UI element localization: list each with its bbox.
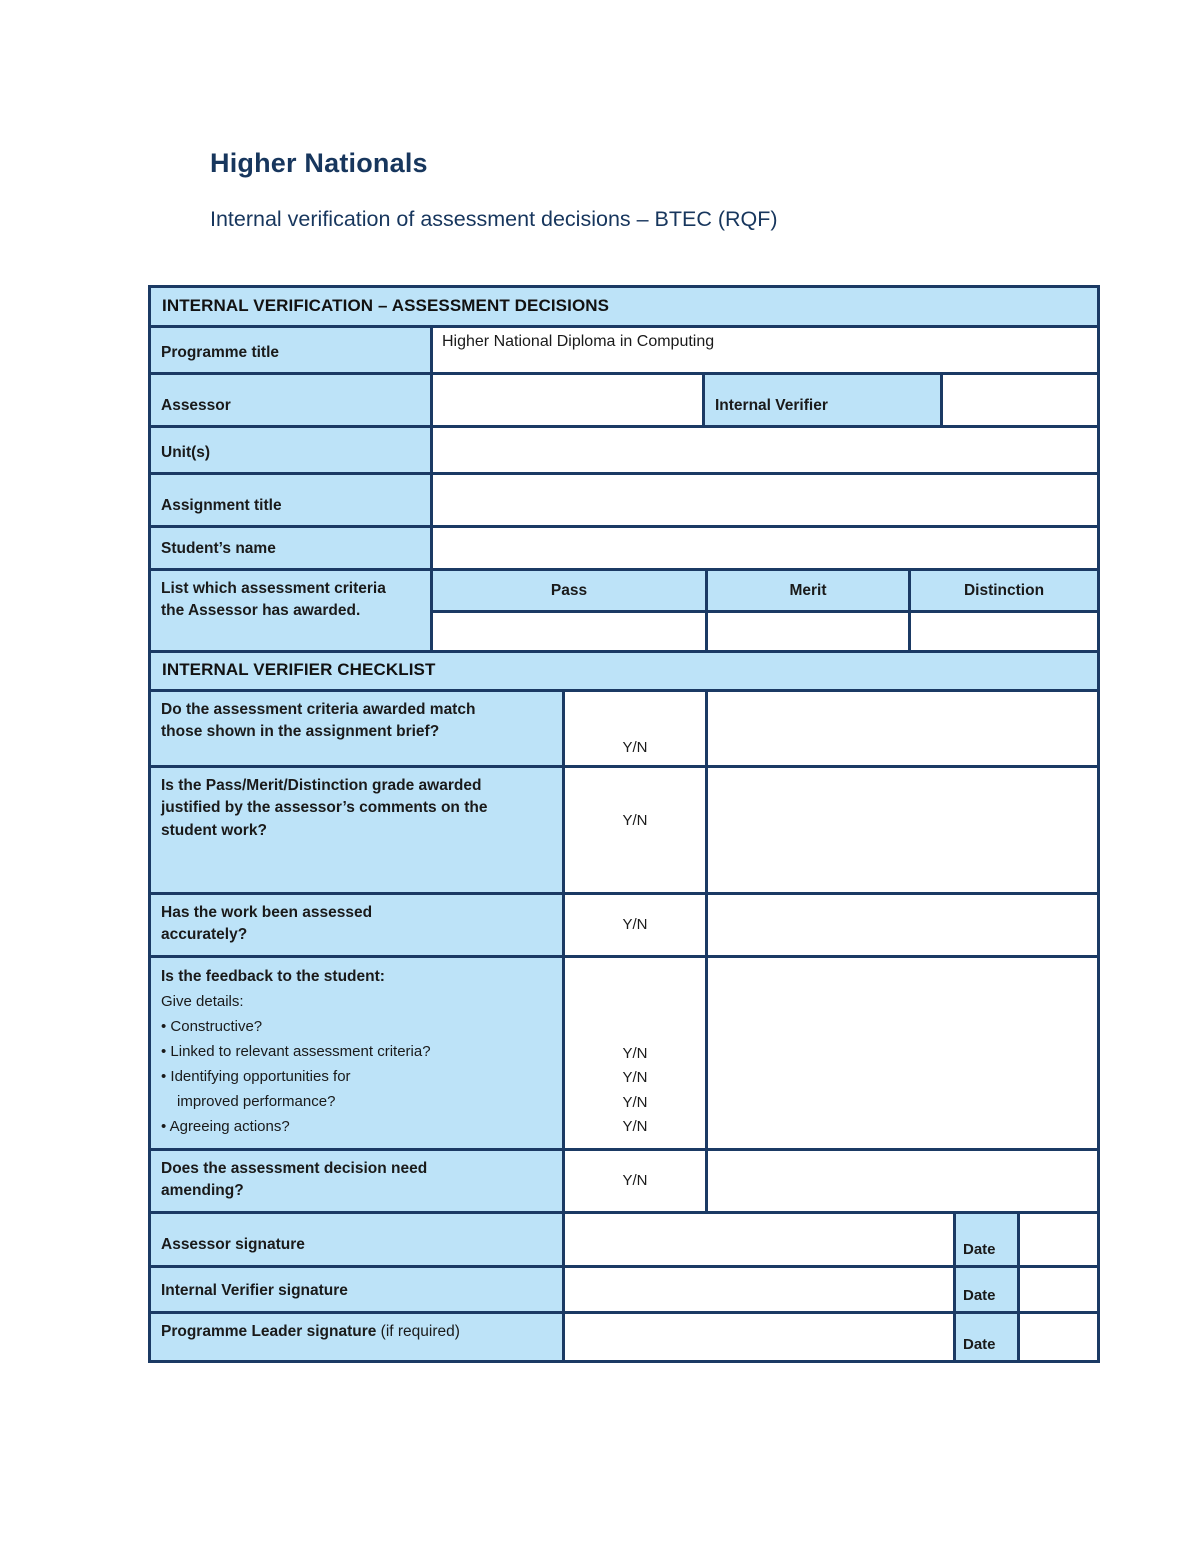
checklist-question-5-text: Does the assessment decision need amendi… xyxy=(161,1159,428,1200)
assessor-signature-row: Assessor signature Date xyxy=(151,1210,1097,1265)
student-name-label: Student’s name xyxy=(151,528,430,568)
assessor-signature-label: Assessor signature xyxy=(151,1213,562,1265)
programme-leader-label-text: Programme Leader signature (if required) xyxy=(161,1321,460,1343)
criteria-label-cell: List which assessment criteria the Asses… xyxy=(151,571,430,650)
merit-header: Merit xyxy=(705,571,908,610)
internal-verifier-input-cell[interactable] xyxy=(940,375,1097,425)
programme-leader-signature-input-cell[interactable] xyxy=(562,1313,953,1360)
criteria-header-subrow: Pass Merit Distinction xyxy=(433,571,1097,610)
units-row: Unit(s) xyxy=(151,425,1097,472)
feedback-bullet-3: • Identifying opportunities for xyxy=(161,1067,351,1085)
checklist-comment-4[interactable] xyxy=(705,957,1097,1148)
programme-title-label: Programme title xyxy=(151,328,430,372)
programme-leader-signature-label: Programme Leader signature (if required) xyxy=(151,1313,562,1360)
internal-verifier-signature-label: Internal Verifier signature xyxy=(151,1267,562,1311)
checklist-question-3-text: Has the work been assessed accurately? xyxy=(161,904,373,944)
feedback-bullet-2: • Linked to relevant assessment criteria… xyxy=(161,1042,431,1060)
criteria-input-subrow xyxy=(433,610,1097,650)
checklist-question-2: Is the Pass/Merit/Distinction grade awar… xyxy=(151,768,562,892)
page-subtitle: Internal verification of assessment deci… xyxy=(210,207,778,231)
assignment-title-row: Assignment title xyxy=(151,472,1097,525)
pass-input-cell[interactable] xyxy=(433,613,705,650)
feedback-bullet-3-cont: improved performance? xyxy=(177,1092,336,1110)
internal-verifier-signature-row: Internal Verifier signature Date xyxy=(151,1264,1097,1311)
programme-leader-label-bold: Programme Leader signature xyxy=(161,1322,377,1340)
checklist-question-4: Is the feedback to the student: Give det… xyxy=(151,957,562,1148)
assessor-label: Assessor xyxy=(151,375,430,425)
checklist-yn-1[interactable]: Y/N xyxy=(562,692,705,765)
checklist-comment-2[interactable] xyxy=(705,768,1097,892)
checklist-question-1-text: Do the assessment criteria awarded match… xyxy=(161,701,476,741)
internal-verifier-label: Internal Verifier xyxy=(702,375,940,425)
distinction-input-cell[interactable] xyxy=(908,613,1097,650)
units-label: Unit(s) xyxy=(151,428,430,472)
assignment-title-input-cell[interactable] xyxy=(430,475,1097,525)
assessor-date-label: Date xyxy=(953,1213,1017,1265)
checklist-question-1: Do the assessment criteria awarded match… xyxy=(151,692,562,765)
assessor-row: Assessor Internal Verifier xyxy=(151,372,1097,425)
checklist-yn-3[interactable]: Y/N xyxy=(562,895,705,955)
pass-header: Pass xyxy=(433,571,705,610)
feedback-give-details: Give details: xyxy=(161,992,244,1010)
units-input-cell[interactable] xyxy=(430,428,1097,472)
programme-leader-signature-row: Programme Leader signature (if required)… xyxy=(151,1310,1097,1360)
checklist-question-3: Has the work been assessed accurately? xyxy=(151,895,562,955)
section2-header-row: INTERNAL VERIFIER CHECKLIST xyxy=(151,650,1097,689)
verification-form-table: INTERNAL VERIFICATION – ASSESSMENT DECIS… xyxy=(148,285,1100,1363)
checklist-comment-3[interactable] xyxy=(705,895,1097,955)
programme-leader-label-suffix: (if required) xyxy=(376,1322,460,1340)
checklist-comment-1[interactable] xyxy=(705,692,1097,765)
internal-verifier-signature-input-cell[interactable] xyxy=(562,1267,953,1311)
checklist-comment-5[interactable] xyxy=(705,1150,1097,1211)
section1-header-row: INTERNAL VERIFICATION – ASSESSMENT DECIS… xyxy=(151,288,1097,325)
criteria-grid: Pass Merit Distinction xyxy=(430,571,1097,650)
criteria-row: List which assessment criteria the Asses… xyxy=(151,568,1097,650)
student-name-row: Student’s name xyxy=(151,525,1097,568)
programme-title-row: Programme title Higher National Diploma … xyxy=(151,325,1097,372)
merit-input-cell[interactable] xyxy=(705,613,908,650)
feedback-bullet-4: • Agreeing actions? xyxy=(161,1117,290,1135)
yn-line-1: Y/N xyxy=(622,1044,648,1062)
criteria-label: List which assessment criteria the Asses… xyxy=(161,580,386,620)
checklist-question-2-text: Is the Pass/Merit/Distinction grade awar… xyxy=(161,777,488,839)
page-title: Higher Nationals xyxy=(210,148,428,178)
distinction-header: Distinction xyxy=(908,571,1097,610)
checklist-yn-2[interactable]: Y/N xyxy=(562,768,705,892)
checklist-yn-5[interactable]: Y/N xyxy=(562,1150,705,1211)
yn-line-3: Y/N xyxy=(622,1093,648,1111)
checklist-question-5: Does the assessment decision need amendi… xyxy=(151,1150,562,1211)
internal-verifier-date-input-cell[interactable] xyxy=(1017,1267,1097,1311)
internal-verifier-date-label: Date xyxy=(953,1267,1017,1311)
programme-title-value-cell[interactable]: Higher National Diploma in Computing xyxy=(430,328,1097,372)
section2-header: INTERNAL VERIFIER CHECKLIST xyxy=(151,653,1097,689)
programme-title-value: Higher National Diploma in Computing xyxy=(442,333,715,350)
feedback-bullet-1: • Constructive? xyxy=(161,1017,263,1035)
assessor-date-input-cell[interactable] xyxy=(1017,1213,1097,1265)
programme-leader-date-label: Date xyxy=(953,1313,1017,1360)
section1-header: INTERNAL VERIFICATION – ASSESSMENT DECIS… xyxy=(151,288,1097,325)
yn-line-4: Y/N xyxy=(622,1118,648,1136)
checklist-row-5: Does the assessment decision need amendi… xyxy=(151,1147,1097,1211)
feedback-question-heading: Is the feedback to the student: xyxy=(161,967,385,985)
programme-leader-date-input-cell[interactable] xyxy=(1017,1313,1097,1360)
checklist-row-1: Do the assessment criteria awarded match… xyxy=(151,689,1097,765)
assignment-title-label: Assignment title xyxy=(151,475,430,525)
assessor-signature-input-cell[interactable] xyxy=(562,1213,953,1265)
checklist-row-3: Has the work been assessed accurately? Y… xyxy=(151,892,1097,955)
checklist-row-4: Is the feedback to the student: Give det… xyxy=(151,954,1097,1148)
student-name-input-cell[interactable] xyxy=(430,528,1097,568)
yn-line-2: Y/N xyxy=(622,1069,648,1087)
checklist-yn-4[interactable]: Y/N Y/N Y/N Y/N xyxy=(562,957,705,1148)
checklist-row-2: Is the Pass/Merit/Distinction grade awar… xyxy=(151,765,1097,892)
assessor-input-cell[interactable] xyxy=(430,375,702,425)
